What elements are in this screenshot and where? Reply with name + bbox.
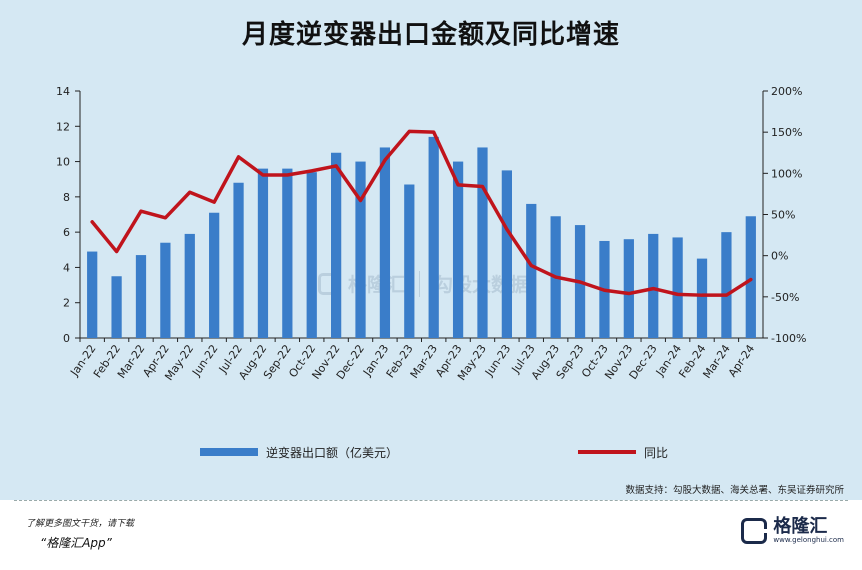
y-left-tick-label: 12	[56, 120, 70, 133]
bar-export-value	[306, 172, 317, 338]
bar-export-value	[648, 233, 659, 338]
legend-label-line: 同比	[644, 446, 668, 460]
line-point-yoy	[237, 155, 241, 159]
line-point-yoy	[602, 288, 606, 292]
y-left-tick-label: 14	[56, 85, 70, 98]
bar-export-value	[428, 136, 439, 338]
source-note: 数据支持：勾股大数据、海关总署、东吴证券研究所	[625, 485, 844, 496]
y-left-tick-label: 10	[56, 156, 70, 169]
bar-export-value	[184, 233, 195, 338]
watermark-divider	[419, 270, 421, 297]
line-point-yoy	[310, 169, 314, 173]
bar-export-value	[160, 242, 171, 338]
line-point-yoy	[578, 280, 582, 284]
bar-export-value	[87, 251, 98, 338]
y-left-tick-label: 0	[63, 332, 70, 345]
line-yoy-growth	[90, 129, 753, 297]
line-point-yoy	[139, 209, 143, 213]
bar-export-value	[501, 170, 512, 338]
bar-export-value	[696, 258, 708, 338]
bar-export-value	[477, 147, 488, 338]
brand-url: www.gelonghui.com	[773, 536, 844, 544]
bar-export-value	[404, 184, 415, 338]
y-right-tick-label: 100%	[771, 167, 802, 180]
line-point-yoy	[651, 287, 655, 291]
x-tick-label: Jun-22	[189, 342, 220, 379]
y-right-tick-label: 200%	[771, 85, 802, 98]
brand-logo: 格隆汇 www.gelonghui.com	[741, 518, 844, 544]
line-point-yoy	[285, 173, 289, 177]
x-tick-label: Jun-23	[482, 342, 513, 379]
line-point-yoy	[749, 278, 753, 282]
bar-export-value	[452, 161, 464, 338]
line-point-yoy	[480, 185, 484, 189]
promo-line-2: “格隆汇App”	[40, 536, 112, 550]
bar-export-value	[282, 168, 293, 338]
legend-swatch-bar	[200, 448, 258, 456]
bar-export-value	[135, 255, 147, 338]
line-point-yoy	[407, 129, 411, 133]
line-point-yoy	[724, 293, 728, 297]
brand-logo-icon	[741, 518, 768, 544]
promo-line-1: 了解更多图文干货，请下载	[26, 519, 135, 529]
footer-divider	[14, 500, 848, 501]
y-left-tick-label: 6	[63, 226, 70, 239]
line-point-yoy	[505, 227, 509, 231]
line-point-yoy	[163, 216, 167, 220]
line-point-yoy	[700, 293, 704, 297]
y-left-tick-label: 8	[63, 191, 70, 204]
y-left-tick-label: 2	[63, 297, 70, 310]
bar-export-value	[355, 161, 366, 338]
bar-export-value	[233, 182, 244, 338]
bar-export-value	[721, 232, 732, 338]
y-right-tick-label: -100%	[771, 332, 806, 345]
bar-export-value	[331, 152, 342, 338]
line-point-yoy	[432, 130, 436, 134]
line-point-yoy	[261, 173, 265, 177]
y-right-tick-label: 50%	[771, 209, 795, 222]
y-left-tick-label: 4	[63, 261, 70, 274]
y-right-tick-label: 150%	[771, 126, 802, 139]
line-point-yoy	[115, 250, 119, 254]
line-point-yoy	[627, 292, 631, 296]
line-point-yoy	[212, 200, 216, 204]
line-point-yoy	[456, 183, 460, 187]
line-point-yoy	[554, 275, 558, 279]
bar-export-value	[379, 147, 391, 338]
chart-svg: 02468101214-100%-50%0%50%100%150%200%Jan…	[56, 85, 806, 460]
y-right-tick-label: -50%	[771, 291, 799, 304]
x-tick-label: Apr-24	[726, 342, 757, 379]
line-point-yoy	[359, 199, 363, 203]
bar-export-value	[209, 212, 220, 338]
bar-export-value	[623, 239, 634, 338]
bar-export-value	[672, 237, 683, 338]
brand-name: 格隆汇	[773, 516, 828, 537]
line-point-yoy	[188, 190, 192, 194]
bar-export-value	[257, 168, 269, 338]
bar-export-value	[745, 216, 756, 338]
legend-label-bar: 逆变器出口额（亿美元）	[266, 445, 398, 460]
chart-title: 月度逆变器出口金额及同比增速	[241, 20, 620, 50]
line-point-yoy	[334, 164, 338, 168]
line-point-yoy	[529, 264, 533, 268]
bar-export-value	[526, 203, 537, 338]
line-point-yoy	[90, 220, 94, 224]
bar-export-value	[111, 276, 122, 338]
y-right-tick-label: 0%	[771, 250, 788, 263]
line-point-yoy	[383, 158, 387, 162]
line-point-yoy	[676, 292, 680, 296]
